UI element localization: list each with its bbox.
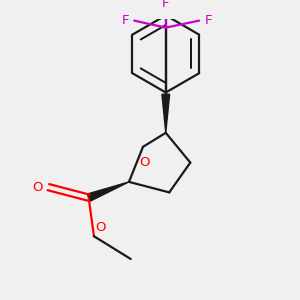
Polygon shape xyxy=(87,182,129,201)
Text: F: F xyxy=(162,0,169,10)
Polygon shape xyxy=(162,94,169,133)
Text: F: F xyxy=(122,14,129,27)
Text: O: O xyxy=(96,221,106,235)
Text: F: F xyxy=(204,14,212,27)
Text: O: O xyxy=(140,156,150,169)
Text: O: O xyxy=(33,181,43,194)
